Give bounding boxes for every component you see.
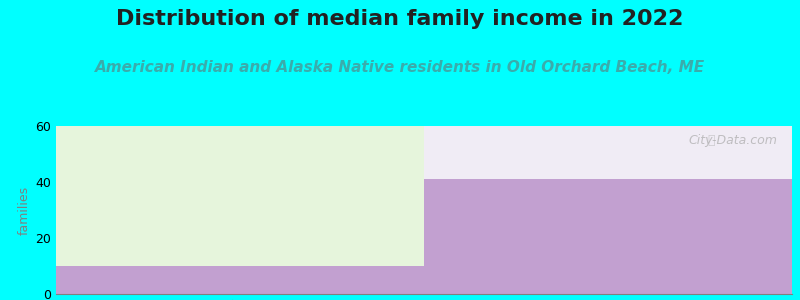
Text: American Indian and Alaska Native residents in Old Orchard Beach, ME: American Indian and Alaska Native reside… — [95, 60, 705, 75]
Text: Distribution of median family income in 2022: Distribution of median family income in … — [116, 9, 684, 29]
Bar — [424, 126, 792, 179]
Y-axis label: families: families — [18, 185, 31, 235]
Bar — [424, 179, 792, 294]
Text: City-Data.com: City-Data.com — [689, 134, 778, 147]
Text: 🌐: 🌐 — [707, 134, 714, 147]
Bar — [56, 266, 424, 294]
Bar — [56, 126, 424, 266]
